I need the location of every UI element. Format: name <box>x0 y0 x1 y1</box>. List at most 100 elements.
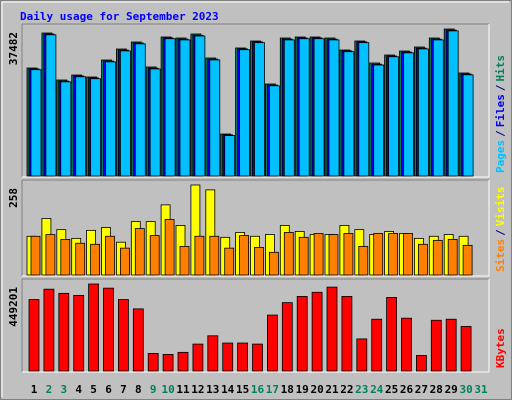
bar <box>313 38 325 177</box>
legend: Pages / Files / Hits <box>494 55 507 173</box>
bar <box>120 247 130 276</box>
x-tick-label: 18 <box>281 383 294 396</box>
bar <box>432 39 444 177</box>
bar <box>45 34 57 177</box>
bar <box>298 38 310 177</box>
bar <box>371 318 383 372</box>
x-tick-label: 13 <box>206 383 219 396</box>
bar <box>134 228 145 276</box>
bar <box>447 30 459 177</box>
x-tick-label: 17 <box>266 383 279 396</box>
bar <box>30 69 42 177</box>
chart-title: Daily usage for September 2023 <box>20 10 219 23</box>
x-tick-label: 6 <box>105 383 112 396</box>
bar <box>266 314 278 372</box>
bar <box>432 240 443 276</box>
bar <box>415 355 427 372</box>
bar <box>341 296 353 372</box>
bar <box>343 51 355 177</box>
bar <box>328 39 340 177</box>
bar <box>120 50 131 177</box>
x-tick-label: 19 <box>296 383 309 396</box>
x-tick-label: 14 <box>221 383 235 396</box>
x-tick-label: 12 <box>191 383 204 396</box>
bar <box>224 247 235 276</box>
x-tick-label: 20 <box>310 383 323 396</box>
x-tick-label: 2 <box>46 383 53 396</box>
bar <box>177 351 189 372</box>
bar <box>60 81 72 177</box>
x-tick-label: 11 <box>176 383 190 396</box>
bar <box>386 297 398 372</box>
bar <box>88 283 99 372</box>
bar <box>252 343 263 372</box>
bar <box>281 302 293 372</box>
bar <box>254 42 265 177</box>
bar <box>164 219 175 276</box>
x-tick-label: 26 <box>400 383 414 396</box>
bar <box>254 247 264 276</box>
x-tick-label: 22 <box>340 383 353 396</box>
bar <box>60 239 71 276</box>
bar <box>388 56 400 177</box>
bar <box>58 292 70 372</box>
bar <box>401 317 412 372</box>
bar <box>103 287 114 372</box>
legend-separator: / <box>494 130 507 137</box>
legend: KBytes <box>494 328 507 368</box>
x-tick-label: 16 <box>251 383 265 396</box>
x-tick-label: 15 <box>236 383 249 396</box>
x-tick-label: 9 <box>150 383 157 396</box>
x-tick-label: 10 <box>161 383 174 396</box>
y-tick-label: 449201 <box>7 287 20 327</box>
legend: Sites / Visits <box>494 187 507 273</box>
bar <box>460 326 472 372</box>
x-tick-label: 29 <box>445 383 458 396</box>
x-tick-label: 24 <box>370 383 384 396</box>
bar <box>403 52 414 177</box>
bar <box>445 318 457 372</box>
bar <box>132 308 144 372</box>
legend-separator: / <box>494 84 507 91</box>
bar <box>90 78 101 177</box>
bar <box>162 354 174 372</box>
bar <box>373 233 384 276</box>
bar <box>268 251 279 276</box>
bar <box>343 233 354 276</box>
legend-entry: Files <box>494 94 507 127</box>
bar <box>358 42 370 177</box>
bar <box>373 64 385 177</box>
x-tick-label: 3 <box>60 383 67 396</box>
bar <box>43 288 55 372</box>
bar <box>222 342 234 372</box>
bar <box>194 35 206 177</box>
x-tick-label: 8 <box>135 383 142 396</box>
bar <box>268 85 280 177</box>
x-tick-label: 30 <box>459 383 472 396</box>
bar <box>417 243 428 276</box>
bar <box>237 342 249 372</box>
bar <box>30 235 41 276</box>
bar <box>45 234 56 276</box>
bar <box>462 74 474 177</box>
bar <box>283 232 294 276</box>
x-tick-label: 4 <box>75 383 82 396</box>
bar <box>164 38 176 177</box>
x-tick-label: 1 <box>31 383 38 396</box>
bar <box>134 43 146 177</box>
bar <box>75 242 86 276</box>
bar <box>403 233 413 276</box>
bar <box>326 286 338 372</box>
bar <box>73 294 85 372</box>
bar <box>75 76 87 177</box>
legend-entry: Hits <box>494 55 507 82</box>
bar <box>239 49 251 177</box>
bar <box>430 319 442 372</box>
bar <box>417 48 429 177</box>
bar <box>192 343 204 372</box>
x-tick-label: 31 <box>474 383 488 396</box>
bar <box>388 233 399 276</box>
bar <box>179 39 191 177</box>
x-tick-label: 27 <box>415 383 428 396</box>
bar <box>356 338 368 372</box>
